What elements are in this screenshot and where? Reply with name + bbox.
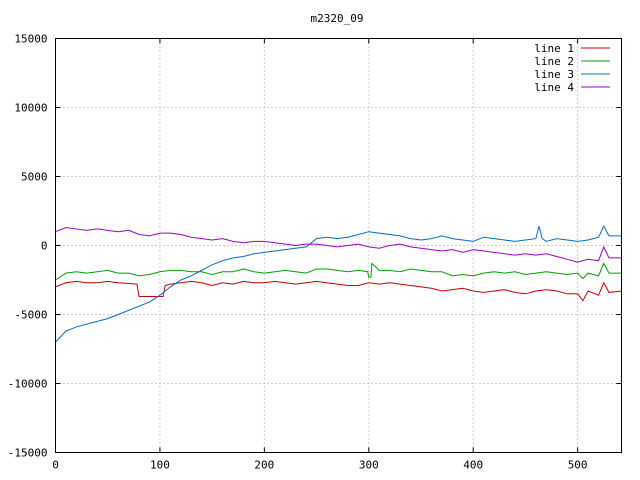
legend-label-2: line 2: [534, 55, 574, 68]
legend-label-1: line 1: [534, 42, 574, 55]
legend-label-3: line 3: [534, 68, 574, 81]
series-layer: [55, 225, 622, 343]
y-tick-label: -15000: [8, 447, 48, 460]
legend-label-4: line 4: [534, 81, 574, 94]
y-tick-label: -5000: [14, 309, 47, 322]
x-tick-label: 0: [52, 459, 59, 472]
x-tick-label: 400: [463, 459, 483, 472]
x-tick-label: 500: [568, 459, 588, 472]
y-tick-label: 5000: [21, 171, 48, 184]
series-line-3: [55, 225, 622, 343]
y-tick-label: 0: [41, 240, 48, 253]
series-line-4: [55, 227, 622, 263]
chart-title: m2320_09: [311, 12, 364, 25]
x-tick-label: 200: [254, 459, 274, 472]
y-tick-label: 15000: [14, 33, 47, 46]
tick-layer: 0 100 200 300 400 500 -15000 -10000 -5000 0 5000 10…: [8, 33, 622, 472]
series-line-1: [55, 280, 622, 302]
x-tick-label: 100: [150, 459, 170, 472]
y-tick-label: 10000: [14, 102, 47, 115]
grid-layer: [55, 38, 622, 453]
x-tick-label: 300: [359, 459, 379, 472]
series-line-2: [55, 262, 622, 281]
y-tick-label: -10000: [8, 378, 48, 391]
